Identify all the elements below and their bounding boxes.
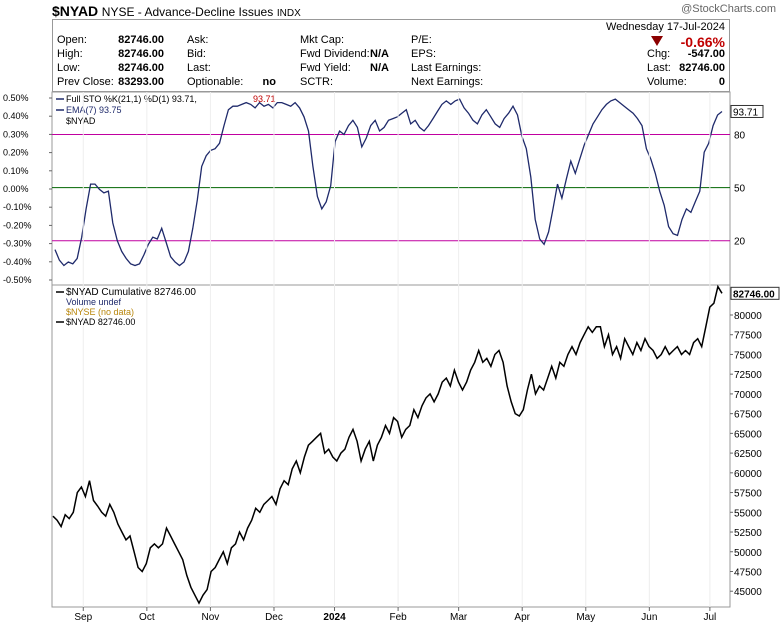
left-tick-label: 0.40% — [3, 111, 29, 121]
symbol-description: NYSE - Advance-Decline Issues — [101, 5, 274, 19]
last-value-tag — [730, 104, 764, 118]
x-axis-label: Nov — [202, 612, 220, 623]
quote-label: Bid: — [187, 48, 206, 60]
chart-title: $NYAD NYSE - Advance-Decline Issues INDX — [52, 3, 301, 19]
left-tick-label: 0.30% — [3, 129, 29, 139]
x-axis-label: 2024 — [323, 612, 346, 623]
left-tick-label: -0.20% — [3, 220, 32, 230]
quote-label: Fwd Dividend: — [300, 48, 370, 60]
quote-value: 82746.00 — [118, 34, 164, 46]
stochastic-panel-frame — [51, 91, 731, 286]
quote-label: Optionable: — [187, 76, 244, 88]
left-tick-label: 0.20% — [3, 148, 29, 158]
legend-symbol: $NYAD — [66, 116, 96, 126]
right-tick-label: 50000 — [734, 548, 762, 559]
left-tick-label: -0.10% — [3, 202, 32, 212]
quote-value: 82746.00 — [118, 62, 164, 74]
quote-label: Mkt Cap: — [300, 34, 345, 46]
quote-label: Low: — [57, 62, 81, 74]
legend-ema: EMA(7) 93.75 — [66, 105, 122, 115]
right-tick-label: 50 — [734, 184, 746, 195]
quote-value: N/A — [370, 48, 389, 60]
quote-value: no — [262, 76, 276, 88]
right-tick-label: 77500 — [734, 331, 762, 342]
left-tick-label: -0.40% — [3, 257, 32, 267]
quote-right-value: 82746.00 — [679, 62, 725, 74]
right-tick-label: 60000 — [734, 469, 762, 480]
right-tick-label: 70000 — [734, 390, 762, 401]
quote-label: EPS: — [411, 48, 437, 60]
legend-stochastic-value: 93.71 — [253, 94, 276, 104]
last-price-label: 82746.00 — [733, 289, 775, 300]
legend-stochastic: Full STO %K(21,1) %D(1) 93.71, — [66, 94, 197, 104]
x-axis-label: Jul — [703, 612, 716, 623]
quote-label: Ask: — [187, 34, 209, 46]
left-tick-label: -0.50% — [3, 275, 32, 285]
x-axis-label: Feb — [389, 612, 407, 623]
right-tick-label: 75000 — [734, 350, 762, 361]
right-tick-label: 67500 — [734, 410, 762, 421]
down-triangle-icon — [651, 36, 663, 46]
quote-panel: Open: 82746.00 Ask: Mkt Cap: P/E: High: 82746.… — [52, 19, 730, 92]
right-tick-label: 47500 — [734, 567, 762, 578]
legend-nyse: $NYSE (no data) — [66, 307, 134, 317]
quote-label: Last: — [187, 62, 211, 74]
right-tick-label: 52500 — [734, 528, 762, 539]
x-axis-label: May — [576, 612, 595, 623]
exchange: INDX — [276, 8, 301, 19]
price-panel-frame — [51, 284, 731, 608]
legend-cumulative: $NYAD Cumulative 82746.00 — [66, 287, 196, 298]
right-tick-label: 65000 — [734, 429, 762, 440]
symbol: $NYAD — [52, 3, 99, 19]
cumulative-line — [52, 284, 723, 605]
left-tick-label: 0.50% — [3, 93, 29, 103]
right-tick-label: 62500 — [734, 449, 762, 460]
last-price-tag — [730, 286, 780, 300]
quote-date: Wednesday 17-Jul-2024 — [605, 21, 725, 33]
right-tick-label: 80000 — [734, 311, 762, 322]
stochastic-line — [54, 98, 723, 267]
quote-label: Prev Close: — [57, 76, 114, 88]
right-tick-label: 45000 — [734, 587, 762, 598]
quote-label: High: — [57, 48, 83, 60]
quote-value: 83293.00 — [118, 76, 164, 88]
quote-right-label: Last: — [647, 62, 671, 74]
x-axis-label: Mar — [450, 612, 468, 623]
quote-label: P/E: — [411, 34, 432, 46]
x-axis-label: Oct — [139, 612, 155, 623]
right-tick-label: 55000 — [734, 508, 762, 519]
quote-label: SCTR: — [300, 76, 333, 88]
quote-right-label: Chg: — [647, 48, 671, 60]
last-value-label: 93.71 — [733, 107, 758, 118]
x-axis-label: Jun — [641, 612, 657, 623]
x-axis-label: Sep — [74, 612, 92, 623]
left-tick-label: -0.30% — [3, 239, 32, 249]
legend-nyad: $NYAD 82746.00 — [66, 317, 135, 327]
quote-label: Open: — [57, 34, 87, 46]
left-tick-label: 0.10% — [3, 166, 29, 176]
legend-volume: Volume undef — [66, 297, 122, 307]
quote-right-label: Volume: — [647, 76, 687, 88]
quote-label: Next Earnings: — [411, 76, 484, 88]
right-tick-label: 20 — [734, 237, 746, 248]
x-axis-label: Apr — [514, 612, 530, 623]
x-axis-label: Dec — [265, 612, 283, 623]
right-tick-label: 57500 — [734, 489, 762, 500]
watermark: @StockCharts.com — [681, 3, 776, 15]
quote-value: N/A — [370, 62, 389, 74]
right-tick-label: 80 — [734, 130, 746, 141]
left-tick-label: 0.00% — [3, 184, 29, 194]
percent-change: -0.66% — [680, 34, 725, 50]
quote-label: Fwd Yield: — [300, 62, 351, 74]
quote-label: Last Earnings: — [411, 62, 482, 74]
quote-right-value: 0 — [718, 76, 725, 88]
right-tick-label: 72500 — [734, 370, 762, 381]
quote-value: 82746.00 — [118, 48, 164, 60]
quote-right-value: -547.00 — [687, 48, 725, 60]
